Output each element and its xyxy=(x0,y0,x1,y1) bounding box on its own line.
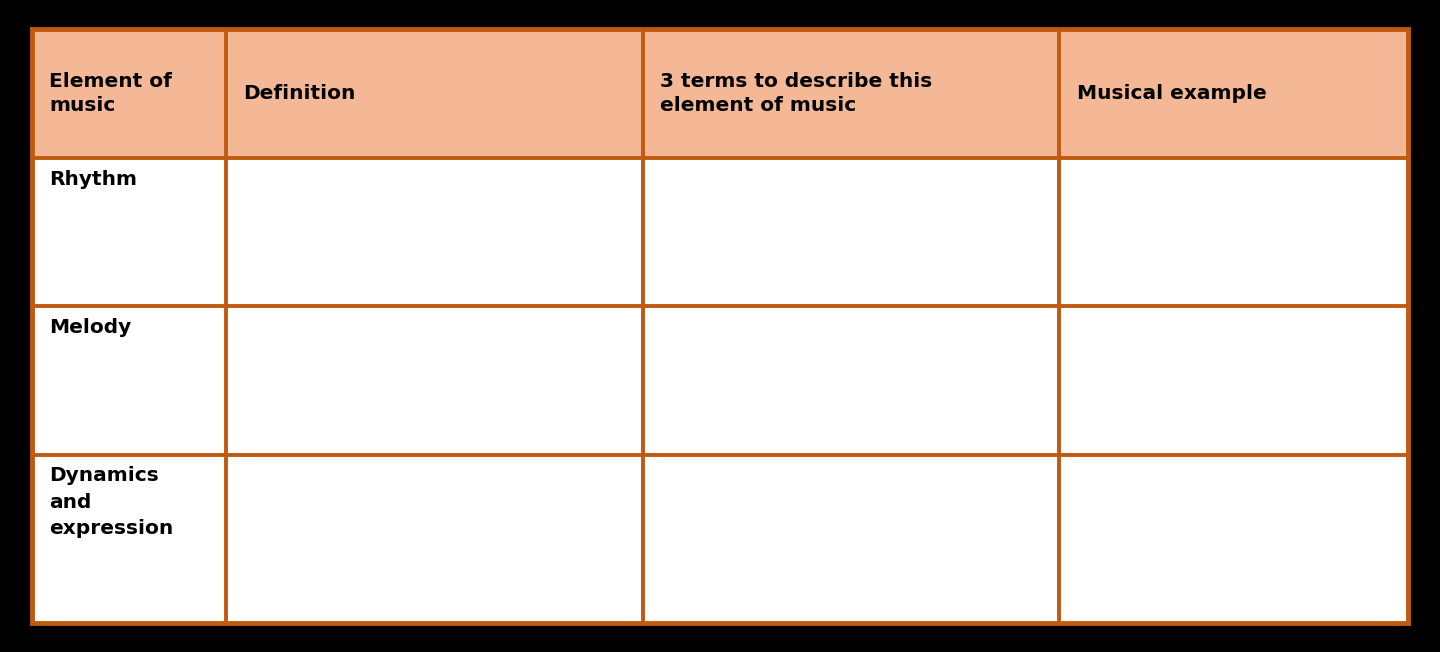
Text: 3 terms to describe this
element of music: 3 terms to describe this element of musi… xyxy=(660,72,932,115)
Text: Element of
music: Element of music xyxy=(49,72,171,115)
Text: Rhythm: Rhythm xyxy=(49,170,137,188)
Text: Dynamics
and
expression: Dynamics and expression xyxy=(49,466,173,539)
Text: Melody: Melody xyxy=(49,318,131,337)
Text: Definition: Definition xyxy=(243,84,356,103)
Bar xyxy=(32,29,1408,158)
Text: Musical example: Musical example xyxy=(1077,84,1266,103)
